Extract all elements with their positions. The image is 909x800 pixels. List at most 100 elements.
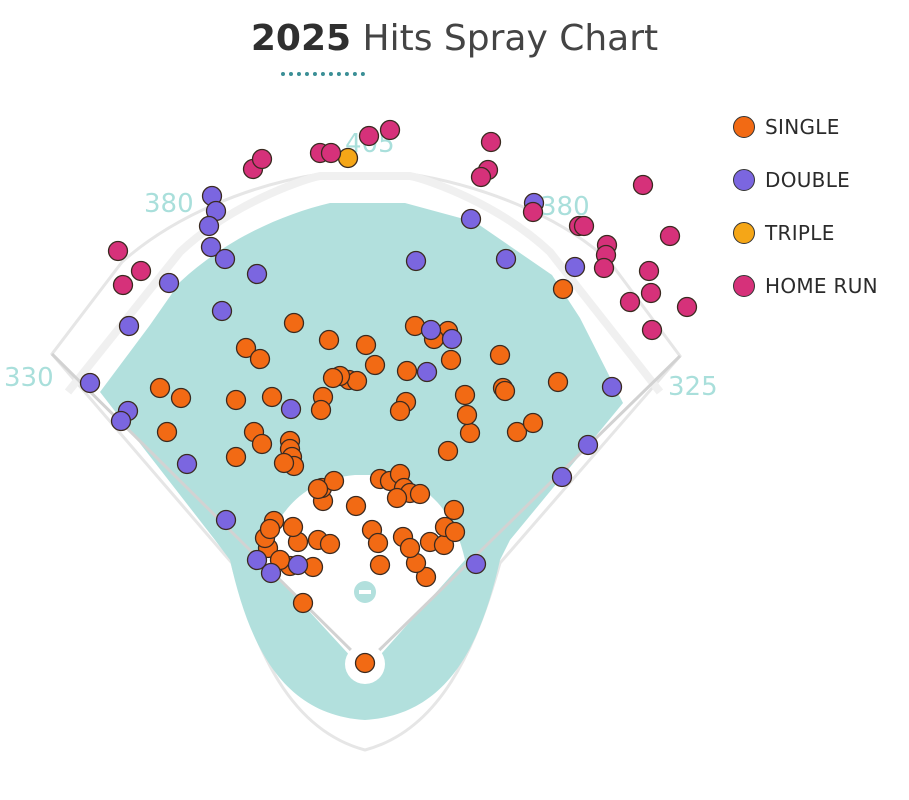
hit-point-double[interactable] bbox=[287, 554, 309, 576]
hit-point-home-run[interactable] bbox=[480, 131, 502, 153]
hit-point-double[interactable] bbox=[420, 319, 442, 341]
hit-point-single[interactable] bbox=[225, 389, 247, 411]
hit-point-home-run[interactable] bbox=[573, 215, 595, 237]
hit-point-single[interactable] bbox=[437, 440, 459, 462]
hit-point-single[interactable] bbox=[443, 499, 465, 521]
hit-point-double[interactable] bbox=[260, 562, 282, 584]
distance-left-field: 330 bbox=[4, 363, 54, 393]
hit-point-single[interactable] bbox=[156, 421, 178, 443]
hit-point-double[interactable] bbox=[200, 236, 222, 258]
legend-item-single[interactable]: SINGLE bbox=[733, 100, 878, 153]
hit-point-single[interactable] bbox=[323, 470, 345, 492]
hit-point-home-run[interactable] bbox=[358, 125, 380, 147]
hit-point-double[interactable] bbox=[176, 453, 198, 475]
hit-point-single[interactable] bbox=[318, 329, 340, 351]
hit-point-home-run[interactable] bbox=[379, 119, 401, 141]
hit-point-single[interactable] bbox=[396, 360, 418, 382]
hit-point-double[interactable] bbox=[158, 272, 180, 294]
hit-point-double[interactable] bbox=[495, 248, 517, 270]
hit-point-single[interactable] bbox=[319, 533, 341, 555]
hit-point-home-run[interactable] bbox=[638, 260, 660, 282]
hit-point-single[interactable] bbox=[345, 495, 367, 517]
hit-point-double[interactable] bbox=[198, 215, 220, 237]
hit-point-single[interactable] bbox=[440, 349, 462, 371]
legend-item-triple[interactable]: TRIPLE bbox=[733, 206, 878, 259]
hit-point-double[interactable] bbox=[79, 372, 101, 394]
hit-point-home-run[interactable] bbox=[112, 274, 134, 296]
hit-point-single[interactable] bbox=[456, 404, 478, 426]
hit-point-single[interactable] bbox=[310, 399, 332, 421]
hit-point-single[interactable] bbox=[409, 483, 431, 505]
distance-left-center: 380 bbox=[144, 189, 194, 219]
hit-point-double[interactable] bbox=[110, 410, 132, 432]
hit-point-home-run[interactable] bbox=[593, 257, 615, 279]
hit-point-double[interactable] bbox=[551, 466, 573, 488]
hit-point-double[interactable] bbox=[564, 256, 586, 278]
hit-point-home-run[interactable] bbox=[130, 260, 152, 282]
hit-point-single[interactable] bbox=[369, 554, 391, 576]
hit-point-single[interactable] bbox=[283, 312, 305, 334]
hit-point-double[interactable] bbox=[280, 398, 302, 420]
hit-point-single[interactable] bbox=[225, 446, 247, 468]
hit-point-single[interactable] bbox=[235, 337, 257, 359]
hit-point-home-run[interactable] bbox=[320, 142, 342, 164]
hit-point-double[interactable] bbox=[601, 376, 623, 398]
hit-point-single[interactable] bbox=[354, 652, 376, 674]
hit-point-single[interactable] bbox=[322, 367, 344, 389]
hit-point-single[interactable] bbox=[273, 452, 295, 474]
hit-point-home-run[interactable] bbox=[251, 148, 273, 170]
hit-point-home-run[interactable] bbox=[470, 166, 492, 188]
hit-point-double[interactable] bbox=[211, 300, 233, 322]
hit-point-single[interactable] bbox=[444, 521, 466, 543]
hit-point-single[interactable] bbox=[292, 592, 314, 614]
hit-point-double[interactable] bbox=[460, 208, 482, 230]
hit-point-single[interactable] bbox=[489, 344, 511, 366]
hit-point-single[interactable] bbox=[454, 384, 476, 406]
hit-point-single[interactable] bbox=[522, 412, 544, 434]
hit-point-double[interactable] bbox=[215, 509, 237, 531]
hit-point-double[interactable] bbox=[214, 248, 236, 270]
hit-point-single[interactable] bbox=[494, 380, 516, 402]
hit-point-single[interactable] bbox=[261, 386, 283, 408]
hit-point-single[interactable] bbox=[547, 371, 569, 393]
hit-point-home-run[interactable] bbox=[632, 174, 654, 196]
hit-point-double[interactable] bbox=[118, 315, 140, 337]
hit-point-double[interactable] bbox=[405, 250, 427, 272]
hit-point-single[interactable] bbox=[367, 532, 389, 554]
hit-point-single[interactable] bbox=[170, 387, 192, 409]
hit-point-single[interactable] bbox=[399, 537, 421, 559]
hit-point-home-run[interactable] bbox=[619, 291, 641, 313]
hit-point-triple[interactable] bbox=[337, 147, 359, 169]
hit-point-single[interactable] bbox=[149, 377, 171, 399]
hit-point-single[interactable] bbox=[415, 566, 437, 588]
legend-item-home-run[interactable]: HOME RUN bbox=[733, 259, 878, 312]
hit-point-home-run[interactable] bbox=[641, 319, 663, 341]
hit-point-double[interactable] bbox=[246, 549, 268, 571]
hit-point-single[interactable] bbox=[251, 433, 273, 455]
hit-point-home-run[interactable] bbox=[522, 201, 544, 223]
hit-point-single[interactable] bbox=[249, 348, 271, 370]
hit-point-home-run[interactable] bbox=[107, 240, 129, 262]
hit-point-single[interactable] bbox=[259, 518, 281, 540]
hit-point-single[interactable] bbox=[355, 334, 377, 356]
hit-point-single[interactable] bbox=[346, 370, 368, 392]
hit-point-double[interactable] bbox=[465, 553, 487, 575]
hit-point-single[interactable] bbox=[506, 421, 528, 443]
hit-point-single[interactable] bbox=[459, 422, 481, 444]
hit-point-double[interactable] bbox=[416, 361, 438, 383]
hit-point-home-run[interactable] bbox=[659, 225, 681, 247]
hit-point-single[interactable] bbox=[389, 400, 411, 422]
legend-item-double[interactable]: DOUBLE bbox=[733, 153, 878, 206]
hit-point-single[interactable] bbox=[364, 354, 386, 376]
hit-point-home-run[interactable] bbox=[640, 282, 662, 304]
hit-point-single[interactable] bbox=[552, 278, 574, 300]
hit-point-single[interactable] bbox=[307, 478, 329, 500]
hit-point-double[interactable] bbox=[577, 434, 599, 456]
hit-point-double[interactable] bbox=[441, 328, 463, 350]
hit-point-double[interactable] bbox=[246, 263, 268, 285]
pitching-rubber bbox=[359, 590, 371, 594]
hit-point-single[interactable] bbox=[282, 516, 304, 538]
hit-point-single[interactable] bbox=[386, 487, 408, 509]
title-year: 2025 bbox=[250, 18, 352, 59]
hit-point-home-run[interactable] bbox=[676, 296, 698, 318]
